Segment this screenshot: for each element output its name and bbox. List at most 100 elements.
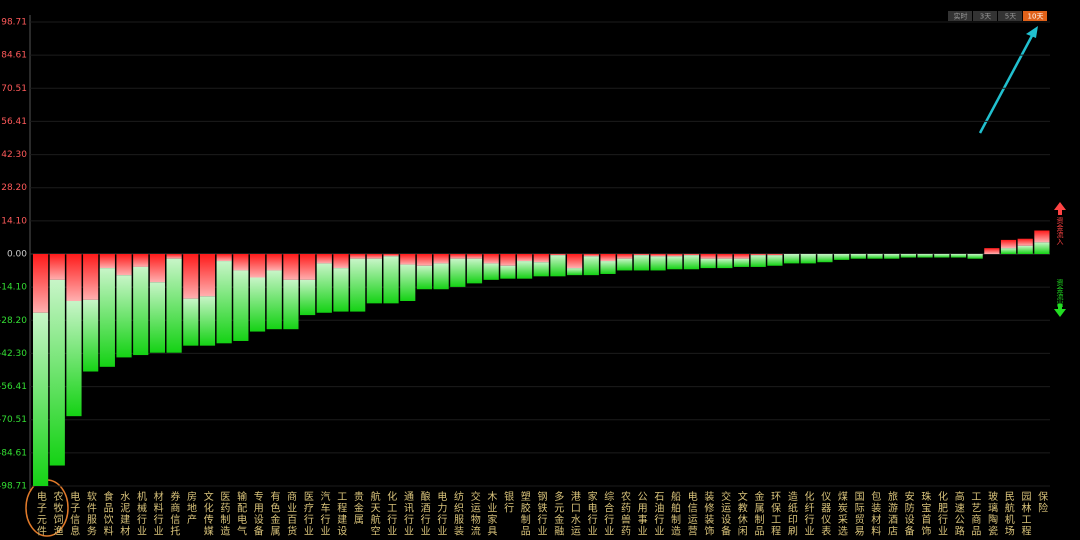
bar-segment <box>416 265 433 290</box>
x-tick-label: 电子元件 <box>34 490 46 537</box>
bar-segment <box>700 258 716 269</box>
bar-segment <box>500 265 516 279</box>
range-button[interactable] <box>948 11 972 21</box>
range-button-label: 实时 <box>954 12 968 21</box>
bar-segment <box>850 254 866 259</box>
x-tick-label: 多元金融 <box>552 490 564 537</box>
range-button[interactable] <box>1023 11 1047 21</box>
bar-segment <box>867 254 883 259</box>
x-tick-label: 安防设备 <box>902 490 914 537</box>
bar-segment <box>600 261 616 274</box>
bar-segment <box>300 279 316 316</box>
bar-segment <box>233 254 249 271</box>
bar-segment <box>199 296 216 346</box>
bar-segment <box>333 268 349 312</box>
bar-segment <box>1000 239 1017 249</box>
bar-segment <box>750 254 766 256</box>
bar-segment <box>583 256 599 276</box>
bar-segment <box>950 254 967 258</box>
x-tick-label: 专用设备 <box>251 490 263 537</box>
bar-segment <box>183 298 199 346</box>
bar-segment <box>633 254 649 256</box>
bar-segment <box>400 254 416 265</box>
x-tick-label: 保险 <box>1036 490 1048 514</box>
x-tick-label: 农牧饲渔 <box>51 490 63 537</box>
bar-segment <box>49 279 65 466</box>
bar-segment <box>984 248 1000 254</box>
bar-segment <box>350 254 366 259</box>
bar-segment <box>633 255 649 271</box>
bar-segment <box>1034 230 1050 243</box>
x-tick-label: 园林工程 <box>1019 491 1031 537</box>
bar-segment <box>967 254 983 259</box>
x-tick-label: 房地产 <box>185 490 197 526</box>
x-tick-label: 农药兽药 <box>618 490 630 537</box>
range-button[interactable] <box>973 11 997 21</box>
bar-segment <box>683 255 700 270</box>
bar-segment <box>433 263 449 290</box>
range-button-label: 3天 <box>980 13 991 21</box>
bar-segment <box>66 301 82 417</box>
x-tick-label: 交运设备 <box>719 490 731 537</box>
x-tick-label: 医疗行业 <box>301 491 313 537</box>
x-tick-label: 造纸印刷 <box>785 490 797 537</box>
bar-segment <box>1017 245 1033 254</box>
bar-segment <box>233 270 249 341</box>
y-tick-label: 0.00 <box>7 250 27 260</box>
bar-segment <box>617 258 633 271</box>
bar-segment <box>483 263 499 280</box>
bar-segment <box>99 254 115 269</box>
x-tick-label: 环保工程 <box>769 491 781 537</box>
bar-segment <box>266 254 282 271</box>
bar-segment <box>1017 238 1033 246</box>
bar-segment <box>450 254 466 259</box>
x-tick-label: 包装材料 <box>869 490 881 537</box>
y-tick-label: -84.61 <box>0 448 27 458</box>
bar-segment <box>249 277 266 332</box>
x-tick-label: 旅游酒店 <box>885 490 897 537</box>
bar-segment <box>333 254 349 269</box>
x-tick-label: 商业百货 <box>285 490 297 537</box>
bar-segment <box>149 254 166 283</box>
x-tick-label: 金属制品 <box>752 490 764 537</box>
x-tick-label: 工程建设 <box>335 491 347 537</box>
x-tick-label: 化纤行业 <box>802 490 814 537</box>
x-tick-label: 玻璃陶瓷 <box>986 490 998 537</box>
bar-segment <box>717 258 733 269</box>
x-tick-label: 公用事业 <box>635 491 647 537</box>
bar-segment <box>416 254 433 266</box>
bar-segment <box>116 275 132 358</box>
x-tick-label: 文化传媒 <box>201 490 213 537</box>
x-tick-label: 酿酒行业 <box>418 490 430 537</box>
bar-segment <box>466 254 483 259</box>
x-tick-label: 高速公路 <box>952 490 964 537</box>
bar-segment <box>66 254 82 302</box>
x-tick-label: 医药制造 <box>218 491 230 537</box>
bar-segment <box>283 254 299 280</box>
range-button[interactable] <box>998 11 1022 21</box>
x-tick-label: 纺织服装 <box>452 490 464 537</box>
x-tick-label: 珠宝首饰 <box>919 490 931 537</box>
bar-segment <box>400 264 416 302</box>
y-tick-label: 42.30 <box>1 150 27 160</box>
legend-arrow-up <box>1058 209 1062 215</box>
bar-segment <box>900 254 916 258</box>
bar-segment <box>700 254 716 259</box>
bar-segment <box>533 254 549 263</box>
bar-segment <box>83 299 99 372</box>
x-tick-label: 交运物流 <box>468 490 480 537</box>
x-tick-label: 国际贸易 <box>852 491 864 537</box>
bar-segment <box>199 254 216 297</box>
bar-segment <box>266 270 282 330</box>
bar-segment <box>683 254 700 256</box>
bar-segment <box>516 254 533 262</box>
bar-segment <box>1000 248 1017 254</box>
x-tick-label: 输配电气 <box>235 490 247 537</box>
bar-segment <box>99 268 115 367</box>
x-tick-label: 券商信托 <box>168 490 180 537</box>
y-tick-label: -70.51 <box>0 415 27 425</box>
bar-segment <box>300 254 316 280</box>
x-tick-label: 软件服务 <box>84 490 96 537</box>
bar-segment <box>934 254 950 258</box>
